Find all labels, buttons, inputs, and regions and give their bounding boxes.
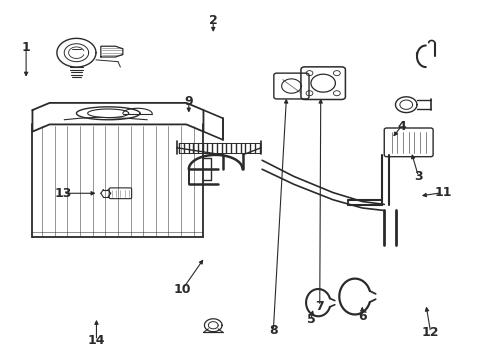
Text: 10: 10 — [174, 283, 191, 296]
Text: 14: 14 — [88, 334, 105, 347]
Text: 5: 5 — [307, 313, 316, 327]
Text: 11: 11 — [434, 186, 452, 199]
Text: 7: 7 — [316, 300, 324, 313]
Text: 1: 1 — [22, 41, 30, 54]
Text: 13: 13 — [54, 187, 72, 200]
Text: 6: 6 — [358, 310, 367, 323]
Text: 12: 12 — [422, 326, 440, 339]
Text: 9: 9 — [185, 95, 193, 108]
Text: 3: 3 — [414, 170, 423, 183]
Text: 2: 2 — [209, 14, 218, 27]
Text: 4: 4 — [397, 120, 406, 133]
Text: 8: 8 — [269, 324, 278, 337]
